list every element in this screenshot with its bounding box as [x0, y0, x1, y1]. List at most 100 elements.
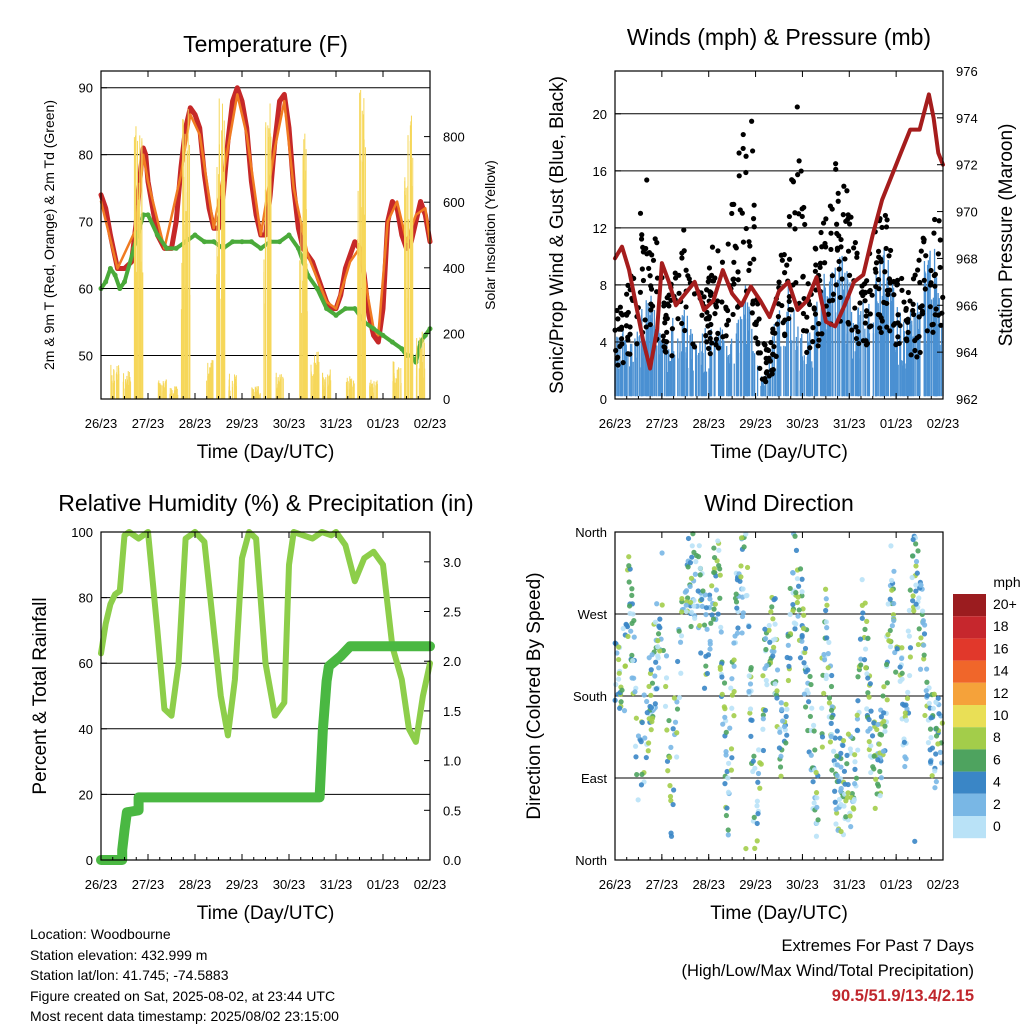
y2-tick-label: 3.0 [443, 555, 461, 570]
direction-point [883, 661, 890, 668]
gust-point [894, 282, 900, 288]
gust-point [776, 279, 782, 285]
gust-point [647, 321, 653, 328]
x-tick-label: 30/23 [786, 877, 819, 892]
direction-point [799, 634, 805, 640]
direction-point [790, 570, 796, 576]
gust-point [782, 332, 788, 339]
dewpoint-point [164, 245, 170, 251]
direction-point [928, 715, 934, 721]
direction-point [832, 799, 838, 805]
direction-point [653, 659, 659, 665]
direction-point [691, 603, 697, 609]
direction-point [751, 814, 757, 820]
direction-point [889, 623, 895, 629]
gust-point [919, 308, 926, 314]
direction-point [868, 769, 874, 776]
gust-point [878, 329, 884, 336]
y2-tick-label: 2.0 [443, 654, 461, 669]
direction-point [813, 769, 819, 776]
x-tick-label: 26/23 [599, 877, 632, 892]
direction-point [813, 833, 820, 839]
direction-point [774, 667, 781, 673]
direction-point [824, 602, 830, 608]
direction-point [872, 805, 878, 811]
direction-point [906, 607, 912, 614]
direction-point [707, 646, 713, 652]
x-tick-label: 31/23 [833, 416, 866, 431]
gust-point [800, 328, 807, 334]
dewpoint-point [103, 279, 109, 285]
direction-point [762, 635, 769, 642]
direction-point [902, 763, 908, 770]
direction-point [687, 583, 693, 590]
direction-point [682, 589, 688, 595]
direction-point [723, 729, 729, 735]
gust-point [903, 307, 909, 313]
gust-point [686, 276, 692, 282]
direction-point [855, 747, 861, 753]
gust-point [714, 298, 721, 304]
direction-point [892, 649, 898, 656]
gust-point [763, 360, 769, 366]
gust-point [751, 256, 757, 262]
direction-point [851, 796, 857, 803]
direction-point [785, 633, 791, 639]
gust-point [828, 230, 834, 236]
gust-point [736, 173, 742, 179]
direction-point [838, 828, 844, 835]
direction-point [828, 707, 835, 713]
direction-point [823, 596, 829, 602]
direction-point [932, 785, 938, 791]
gust-point [661, 300, 667, 306]
direction-point [854, 716, 861, 722]
y-tick-label: 90 [79, 81, 93, 96]
extremes-title: Extremes For Past 7 Days [781, 937, 974, 955]
gust-point [663, 339, 670, 345]
gust-point [886, 253, 892, 259]
dewpoint-point [122, 279, 127, 285]
direction-point [671, 787, 677, 793]
direction-point [644, 710, 650, 716]
gust-point [931, 230, 937, 236]
gust-point [771, 343, 777, 350]
gust-point [747, 243, 753, 249]
gust-point [862, 320, 868, 326]
direction-point [663, 683, 669, 690]
gust-point [816, 321, 822, 327]
gust-point [863, 338, 869, 344]
direction-point [866, 738, 872, 745]
gust-point [638, 236, 645, 242]
y2-tick-label: 962 [956, 392, 978, 407]
direction-point [927, 759, 934, 765]
dewpoint-point [211, 239, 217, 245]
y-tick-label: 8 [600, 278, 607, 293]
gust-point [648, 301, 654, 307]
direction-point [921, 631, 928, 637]
gust-point [709, 244, 716, 250]
direction-point [891, 568, 897, 574]
direction-point [899, 670, 905, 676]
direction-point [863, 665, 869, 671]
direction-point [659, 602, 665, 608]
direction-point [683, 608, 689, 615]
legend-swatch [953, 660, 986, 683]
direction-point [916, 595, 922, 601]
gust-point [877, 325, 883, 331]
direction-point [843, 814, 849, 820]
x-tick-label: 26/23 [85, 877, 118, 892]
direction-point [648, 692, 654, 698]
y2-tick-label: 0.0 [443, 853, 461, 868]
direction-point [644, 698, 650, 705]
direction-point [774, 688, 780, 694]
direction-point [737, 578, 743, 584]
direction-point [823, 619, 829, 625]
legend-label: 10 [993, 707, 1009, 723]
direction-point [866, 716, 872, 723]
x-tick-label: 26/23 [599, 416, 632, 431]
dewpoint-point [295, 245, 301, 251]
gust-point [794, 104, 800, 110]
direction-point [834, 728, 840, 734]
direction-point [656, 665, 662, 671]
gust-point [863, 313, 869, 319]
